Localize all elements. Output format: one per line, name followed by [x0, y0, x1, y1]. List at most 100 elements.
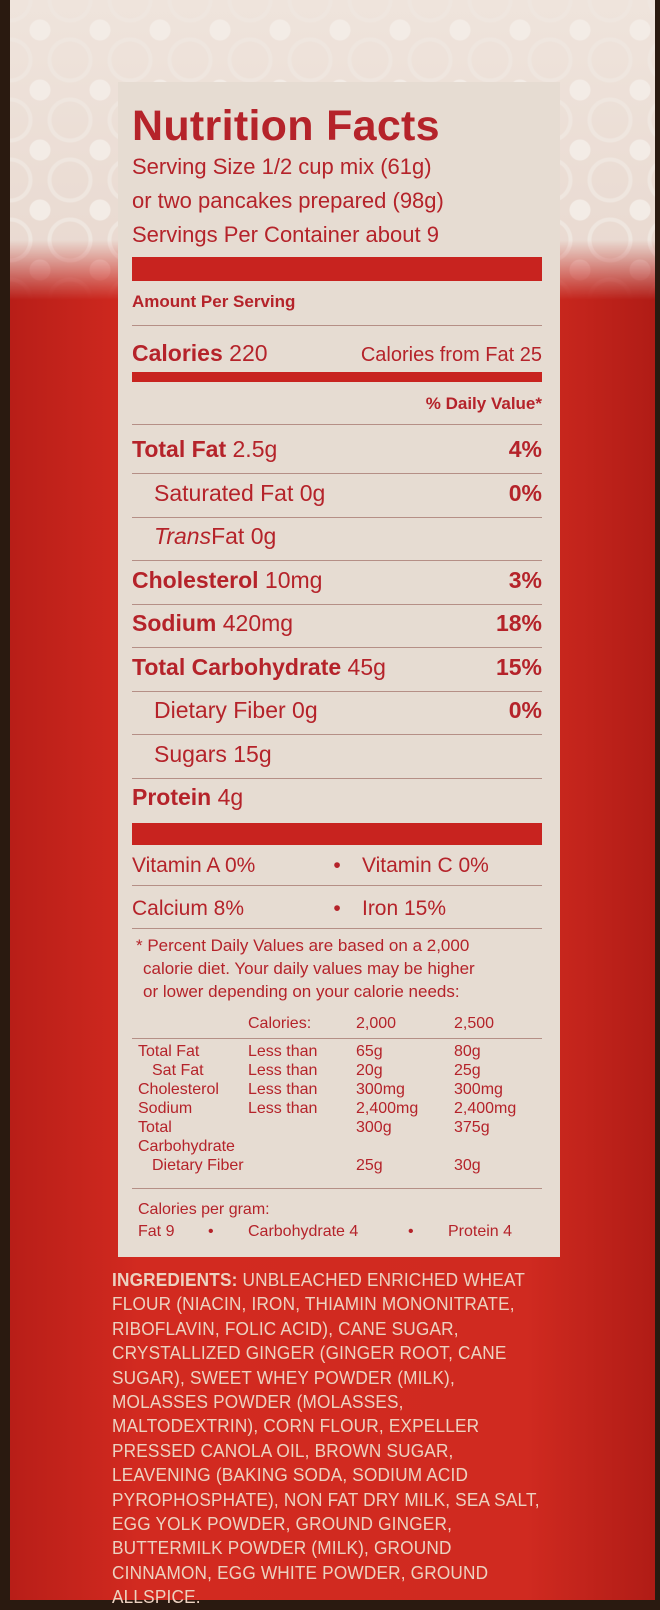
cell: 2,400mg: [454, 1100, 517, 1117]
divider: [132, 647, 542, 648]
nutrient-name: Protein: [132, 784, 212, 810]
serving-size: Serving Size 1/2 cup mix (61g): [132, 154, 432, 179]
nutrient-name: Cholesterol: [132, 566, 259, 593]
cell: 25g: [356, 1157, 383, 1174]
cell: [138, 1014, 248, 1033]
cell: Less than: [248, 1062, 318, 1079]
nutrient-amount: 0g: [292, 697, 318, 723]
cell: 2,400mg: [356, 1100, 419, 1117]
calories-row: Calories 220 Calories from Fat 25: [132, 340, 542, 367]
cell: Total Fat: [138, 1043, 200, 1060]
nutrient-row: Sodium 420mg 18%: [132, 610, 542, 637]
nutrient-name: Trans: [154, 523, 212, 549]
ingredients: INGREDIENTS: UNBLEACHED ENRICHED WHEAT F…: [112, 1268, 554, 1610]
cell: Sodium: [138, 1100, 193, 1117]
cell: Sat Fat: [152, 1062, 204, 1079]
nutrient-daily-value: 3%: [508, 566, 542, 593]
footnote: * Percent Daily Values are based on a 2,…: [136, 934, 546, 1003]
calories-value: 220: [229, 340, 268, 366]
protein-per-gram: Protein 4: [448, 1223, 513, 1240]
product-box: Nutrition Facts Serving Size 1/2 cup mix…: [10, 0, 655, 1600]
nutrient-amount: 10mg: [264, 566, 323, 593]
cell: 25g: [454, 1062, 481, 1079]
cell: Cholesterol: [138, 1081, 219, 1098]
dv-table-row: Sat Fat Less than 20g 25g: [138, 1061, 516, 1080]
nutrient-row: TransFat 0g: [132, 523, 542, 550]
dv-table-row: Total Carbohydrate 300g 375g: [138, 1118, 516, 1156]
medium-divider: [132, 372, 542, 382]
divider: [132, 777, 542, 779]
mineral-row: Calcium 8% • Iron 15%: [132, 897, 542, 921]
cell: Less than: [248, 1043, 318, 1060]
calories-per-gram-label: Calories per gram:: [138, 1201, 270, 1218]
cell: 300g: [356, 1119, 392, 1136]
cell: 300mg: [356, 1081, 405, 1098]
nutrient-name: Total Fat: [132, 436, 227, 462]
nutrient-amount: 15g: [233, 740, 272, 767]
cell: Less than: [248, 1081, 318, 1098]
nutrient-amount: 4g: [217, 784, 244, 810]
daily-value-header: % Daily Value*: [132, 394, 542, 414]
ingredients-label: INGREDIENTS:: [112, 1269, 238, 1290]
cell: 2,500: [454, 1015, 495, 1032]
nutrient-daily-value: 0%: [508, 697, 542, 723]
nutrient-daily-value: 4%: [508, 436, 542, 462]
ingredients-text: UNBLEACHED ENRICHED WHEAT FLOUR (NIACIN,…: [112, 1269, 540, 1608]
dv-table-row: Sodium Less than 2,400mg 2,400mg: [138, 1099, 516, 1118]
cell: 20g: [356, 1062, 383, 1079]
nutrient-daily-value: 15%: [495, 653, 542, 680]
nutrient-daily-value: 18%: [495, 610, 542, 636]
nutrient-amount: 45g: [347, 653, 386, 680]
nutrient-row: Sugars 15g: [132, 741, 542, 768]
divider: [132, 424, 542, 425]
nutrient-row: Dietary Fiber 0g 0%: [132, 697, 542, 724]
divider: [132, 560, 542, 561]
nutrient-name: Sodium: [132, 610, 217, 636]
nutrient-name: Total Carbohydrate: [132, 653, 342, 680]
dv-table-header: Calories: 2,000 2,500: [138, 1014, 494, 1033]
nutrient-name: Sugars: [154, 740, 227, 767]
vitamin-c: Vitamin C 0%: [361, 854, 489, 877]
cell: 2,000: [356, 1015, 397, 1032]
carb-per-gram: Carbohydrate 4: [248, 1223, 359, 1240]
footnote-line: calorie diet. Your daily values may be h…: [143, 959, 475, 978]
cell: Calories:: [248, 1015, 312, 1032]
divider: [132, 325, 542, 326]
vitamin-a: Vitamin A 0%: [132, 854, 256, 877]
divider: [132, 690, 542, 692]
divider: [132, 1038, 542, 1039]
vitamin-row: Vitamin A 0% • Vitamin C 0%: [132, 854, 542, 878]
cell: 300mg: [454, 1081, 503, 1098]
serving-size-prepared: or two pancakes prepared (98g): [132, 188, 444, 213]
cell: [248, 1156, 356, 1175]
divider: [132, 1188, 542, 1189]
nutrient-row: Total Fat 2.5g 4%: [132, 436, 542, 463]
dv-table: Total Fat Less than 65g 80g Sat Fat Less than…: [138, 1042, 516, 1175]
nutrient-daily-value: 0%: [508, 479, 542, 506]
footnote-line: or lower depending on your calorie needs…: [143, 982, 460, 1001]
divider: [132, 473, 542, 474]
nutrient-name: Dietary Fiber: [154, 697, 286, 723]
nutrient-name: Saturated Fat: [154, 479, 294, 506]
nutrient-amount: 2.5g: [232, 436, 278, 462]
nutrient-amount: 0g: [250, 523, 277, 549]
nutrient-row: Saturated Fat 0g 0%: [132, 480, 542, 507]
cell: 375g: [454, 1119, 490, 1136]
iron: Iron 15%: [361, 897, 447, 920]
calories-from-fat: Calories from Fat 25: [360, 344, 542, 366]
calories-per-gram: Calories per gram: Fat 9 • Carbohydrate 4 •…: [138, 1199, 512, 1243]
nutrient-name-suffix: Fat: [211, 523, 245, 549]
cell: Total Carbohydrate: [138, 1119, 235, 1155]
nutrient-row: Total Carbohydrate 45g 15%: [132, 654, 542, 681]
daily-value-text: % Daily Value*: [425, 394, 542, 413]
nutrition-facts-label: Nutrition Facts Serving Size 1/2 cup mix…: [118, 82, 560, 1257]
nutrient-amount: 420mg: [222, 610, 294, 636]
divider: [132, 734, 542, 735]
cell: 65g: [356, 1043, 383, 1060]
thick-divider: [132, 257, 542, 281]
divider: [132, 928, 542, 929]
calcium: Calcium 8%: [132, 897, 245, 920]
divider: [132, 603, 542, 605]
dv-table-row: Total Fat Less than 65g 80g: [138, 1042, 516, 1061]
nutrient-row: Cholesterol 10mg 3%: [132, 567, 542, 594]
